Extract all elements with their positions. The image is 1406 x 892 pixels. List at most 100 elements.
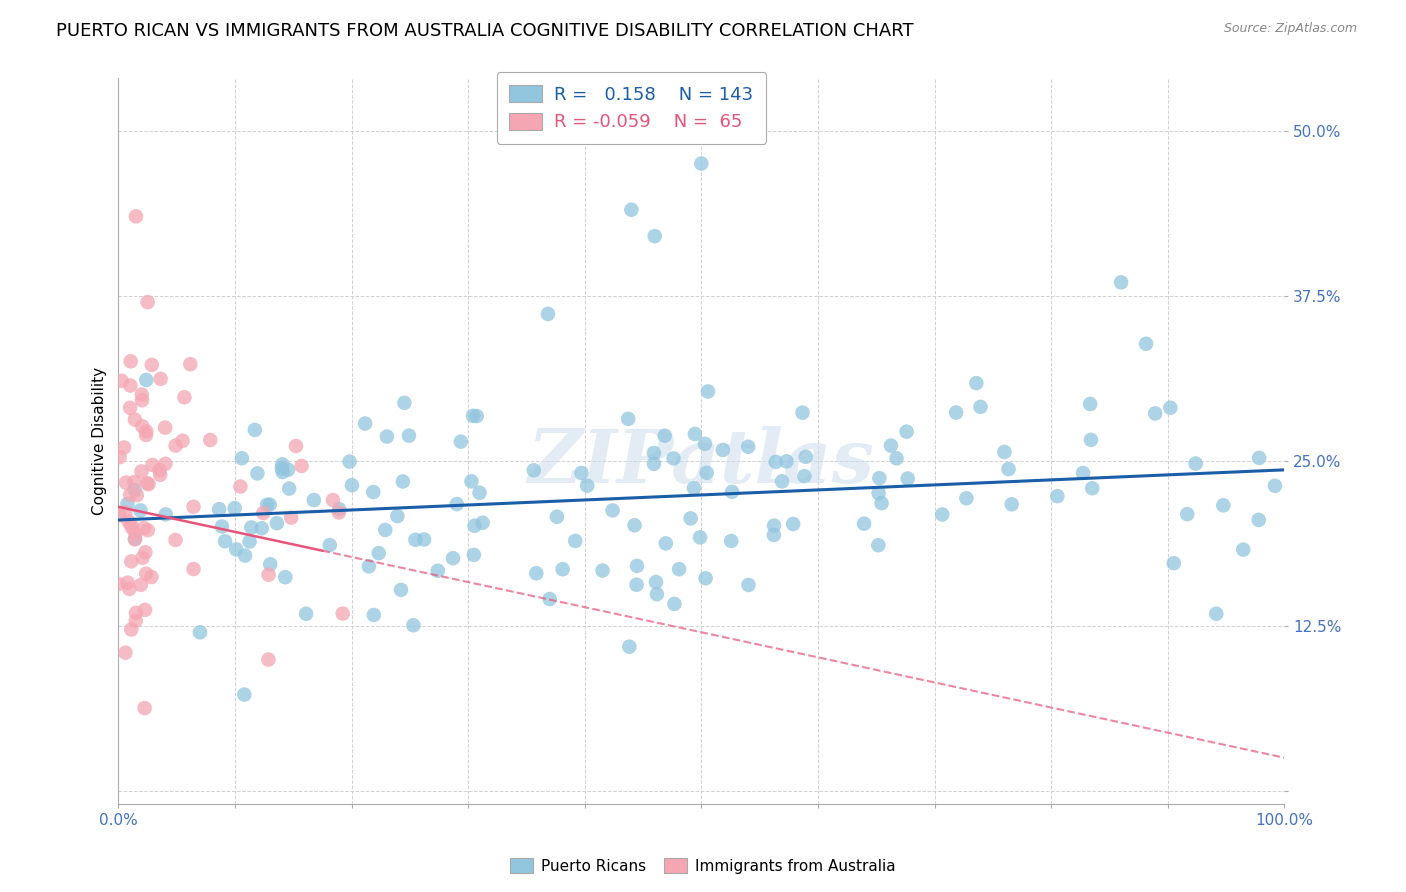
Immigrants from Australia <box>132 521 155 535</box>
Puerto Ricans <box>602 503 624 517</box>
Immigrants from Australia <box>183 562 205 576</box>
Puerto Ricans <box>328 502 350 516</box>
Puerto Ricans <box>1109 276 1132 290</box>
Puerto Ricans <box>645 575 668 590</box>
Puerto Ricans <box>643 457 665 471</box>
Puerto Ricans <box>683 427 706 442</box>
Immigrants from Australia <box>135 428 157 442</box>
Puerto Ricans <box>188 625 211 640</box>
Puerto Ricans <box>626 558 648 573</box>
Puerto Ricans <box>367 546 389 560</box>
Immigrants from Australia <box>125 210 148 224</box>
Immigrants from Australia <box>135 425 157 439</box>
Text: Source: ZipAtlas.com: Source: ZipAtlas.com <box>1223 22 1357 36</box>
Puerto Ricans <box>645 587 668 601</box>
Puerto Ricans <box>402 618 425 632</box>
Immigrants from Australia <box>155 457 177 471</box>
Puerto Ricans <box>1212 499 1234 513</box>
Puerto Ricans <box>721 484 744 499</box>
Puerto Ricans <box>1184 457 1206 471</box>
Immigrants from Australia <box>134 603 156 617</box>
Immigrants from Australia <box>183 500 205 514</box>
Puerto Ricans <box>319 538 342 552</box>
Puerto Ricans <box>404 533 426 547</box>
Puerto Ricans <box>1247 513 1270 527</box>
Puerto Ricans <box>546 509 568 524</box>
Puerto Ricans <box>623 518 645 533</box>
Immigrants from Australia <box>134 545 156 559</box>
Puerto Ricans <box>538 592 561 607</box>
Puerto Ricans <box>224 501 246 516</box>
Puerto Ricans <box>231 451 253 466</box>
Puerto Ricans <box>955 491 977 506</box>
Immigrants from Australia <box>172 434 194 448</box>
Puerto Ricans <box>1232 542 1254 557</box>
Puerto Ricans <box>868 471 890 485</box>
Puerto Ricans <box>945 405 967 419</box>
Puerto Ricans <box>361 485 384 500</box>
Puerto Ricans <box>240 520 263 534</box>
Puerto Ricans <box>471 516 494 530</box>
Immigrants from Australia <box>141 458 163 472</box>
Puerto Ricans <box>1081 481 1104 495</box>
Immigrants from Australia <box>136 295 159 310</box>
Puerto Ricans <box>465 409 488 423</box>
Puerto Ricans <box>931 508 953 522</box>
Puerto Ricans <box>643 446 665 460</box>
Immigrants from Australia <box>141 358 163 372</box>
Immigrants from Australia <box>131 465 153 479</box>
Immigrants from Australia <box>165 439 187 453</box>
Puerto Ricans <box>695 571 717 585</box>
Puerto Ricans <box>250 521 273 535</box>
Immigrants from Australia <box>125 614 148 628</box>
Immigrants from Australia <box>107 577 129 591</box>
Puerto Ricans <box>214 534 236 549</box>
Puerto Ricans <box>394 396 416 410</box>
Puerto Ricans <box>246 467 269 481</box>
Puerto Ricans <box>693 437 716 451</box>
Puerto Ricans <box>374 523 396 537</box>
Immigrants from Australia <box>200 433 222 447</box>
Puerto Ricans <box>375 429 398 443</box>
Puerto Ricans <box>413 533 436 547</box>
Puerto Ricans <box>446 497 468 511</box>
Puerto Ricans <box>794 450 817 464</box>
Puerto Ricans <box>880 439 903 453</box>
Immigrants from Australia <box>118 582 141 596</box>
Puerto Ricans <box>619 640 641 654</box>
Puerto Ricans <box>654 428 676 442</box>
Immigrants from Australia <box>328 505 350 519</box>
Immigrants from Australia <box>134 701 156 715</box>
Puerto Ricans <box>792 406 814 420</box>
Puerto Ricans <box>271 465 294 479</box>
Puerto Ricans <box>737 440 759 454</box>
Puerto Ricans <box>1071 466 1094 480</box>
Puerto Ricans <box>460 475 482 489</box>
Immigrants from Australia <box>124 475 146 489</box>
Immigrants from Australia <box>136 476 159 491</box>
Puerto Ricans <box>737 578 759 592</box>
Puerto Ricans <box>124 483 146 497</box>
Puerto Ricans <box>155 508 177 522</box>
Puerto Ricans <box>117 497 139 511</box>
Puerto Ricans <box>392 475 415 489</box>
Puerto Ricans <box>1078 397 1101 411</box>
Puerto Ricans <box>690 156 713 170</box>
Puerto Ricans <box>1080 433 1102 447</box>
Immigrants from Australia <box>108 450 131 464</box>
Immigrants from Australia <box>120 401 142 415</box>
Puerto Ricans <box>463 548 485 562</box>
Immigrants from Australia <box>120 554 142 568</box>
Puerto Ricans <box>468 485 491 500</box>
Puerto Ricans <box>571 466 593 480</box>
Immigrants from Australia <box>257 652 280 666</box>
Immigrants from Australia <box>131 393 153 408</box>
Immigrants from Australia <box>125 488 148 502</box>
Text: PUERTO RICAN VS IMMIGRANTS FROM AUSTRALIA COGNITIVE DISABILITY CORRELATION CHART: PUERTO RICAN VS IMMIGRANTS FROM AUSTRALI… <box>56 22 914 40</box>
Puerto Ricans <box>302 493 325 508</box>
Puerto Ricans <box>662 451 685 466</box>
Puerto Ricans <box>233 688 256 702</box>
Puerto Ricans <box>1205 607 1227 621</box>
Immigrants from Australia <box>138 477 160 491</box>
Immigrants from Australia <box>285 439 308 453</box>
